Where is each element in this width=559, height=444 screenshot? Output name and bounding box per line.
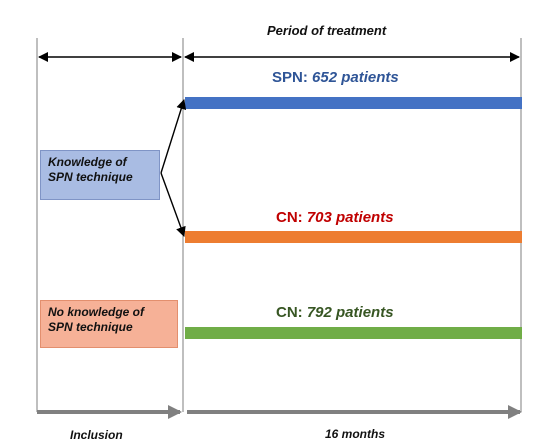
cn-green-group-prefix: CN: [276, 304, 307, 321]
branch-arrow-to-spn [160, 99, 187, 174]
cn-green-group-label: CN: 792 patients [276, 305, 394, 320]
cn-orange-group-prefix: CN: [276, 209, 307, 226]
no-knowledge-box-line2: SPN technique [48, 320, 133, 334]
branch-arrow-to-cn [160, 172, 186, 237]
spn-group-label: SPN: 652 patients [272, 70, 399, 85]
spn-bar [185, 97, 522, 109]
knowledge-box-line2: SPN technique [48, 170, 133, 184]
no-knowledge-of-spn-box: No knowledge of SPN technique [40, 300, 178, 348]
no-knowledge-box-line1: No knowledge of [48, 305, 144, 319]
cn-green-group-count: 792 patients [306, 304, 394, 321]
period-of-treatment-label: Period of treatment [267, 23, 387, 38]
inclusion-label: Inclusion [70, 428, 123, 442]
cn-orange-bar [185, 231, 522, 243]
knowledge-of-spn-box: Knowledge of SPN technique [40, 150, 160, 200]
spn-group-count: 652 patients [312, 69, 399, 86]
cn-orange-group-count: 703 patients [306, 209, 394, 226]
months-label: 16 months [325, 427, 386, 441]
spn-group-prefix: SPN: [272, 69, 313, 86]
cn-green-bar [185, 327, 522, 339]
knowledge-box-line1: Knowledge of [48, 155, 127, 169]
cn-orange-group-label: CN: 703 patients [276, 210, 394, 225]
